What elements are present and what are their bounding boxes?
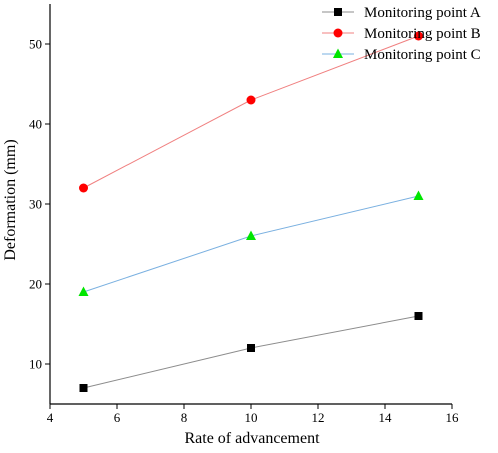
data-point-2-0: [78, 286, 89, 296]
legend-marker-1: [333, 28, 343, 38]
x-tick-label: 16: [446, 410, 460, 425]
data-point-1-0: [79, 183, 88, 193]
legend-marker-2: [333, 48, 343, 58]
y-tick-label: 40: [29, 117, 42, 132]
legend-label-2: Monitoring point C: [364, 47, 481, 63]
data-point-1-1: [246, 95, 256, 105]
legend-marker-0: [334, 8, 342, 16]
legend-label-0: Monitoring point A: [364, 5, 481, 21]
data-point-2-1: [246, 230, 256, 240]
x-tick-label: 6: [114, 410, 121, 425]
legend: Monitoring point A Monitoring point B Moni…: [322, 5, 481, 63]
series-line-2: [83, 195, 419, 293]
y-axis-title: Deformation (mm): [2, 139, 19, 260]
x-tick-label: 12: [312, 410, 325, 425]
data-point-0-2: [414, 312, 423, 320]
x-tick-label: 10: [245, 410, 258, 425]
x-tick-label: 8: [181, 410, 188, 425]
y-tick-label: 50: [29, 37, 42, 52]
y-tick-label: 20: [29, 277, 42, 292]
x-tick-label: 4: [47, 410, 54, 425]
x-axis-title: Rate of advancement: [184, 430, 320, 447]
data-point-2-2: [413, 190, 424, 200]
axes: 4 6 8 10 12 14 16 10 20 30 40 50: [29, 4, 459, 425]
y-tick-label: 10: [29, 357, 42, 372]
legend-label-1: Monitoring point B: [364, 26, 481, 42]
data-point-0-0: [79, 384, 88, 392]
plot-markers: [78, 31, 424, 392]
data-point-1-2: [414, 31, 423, 41]
plot-lines: [83, 35, 419, 389]
data-point-0-1: [247, 344, 255, 352]
x-tick-label: 14: [379, 410, 393, 425]
y-tick-label: 30: [29, 197, 42, 212]
